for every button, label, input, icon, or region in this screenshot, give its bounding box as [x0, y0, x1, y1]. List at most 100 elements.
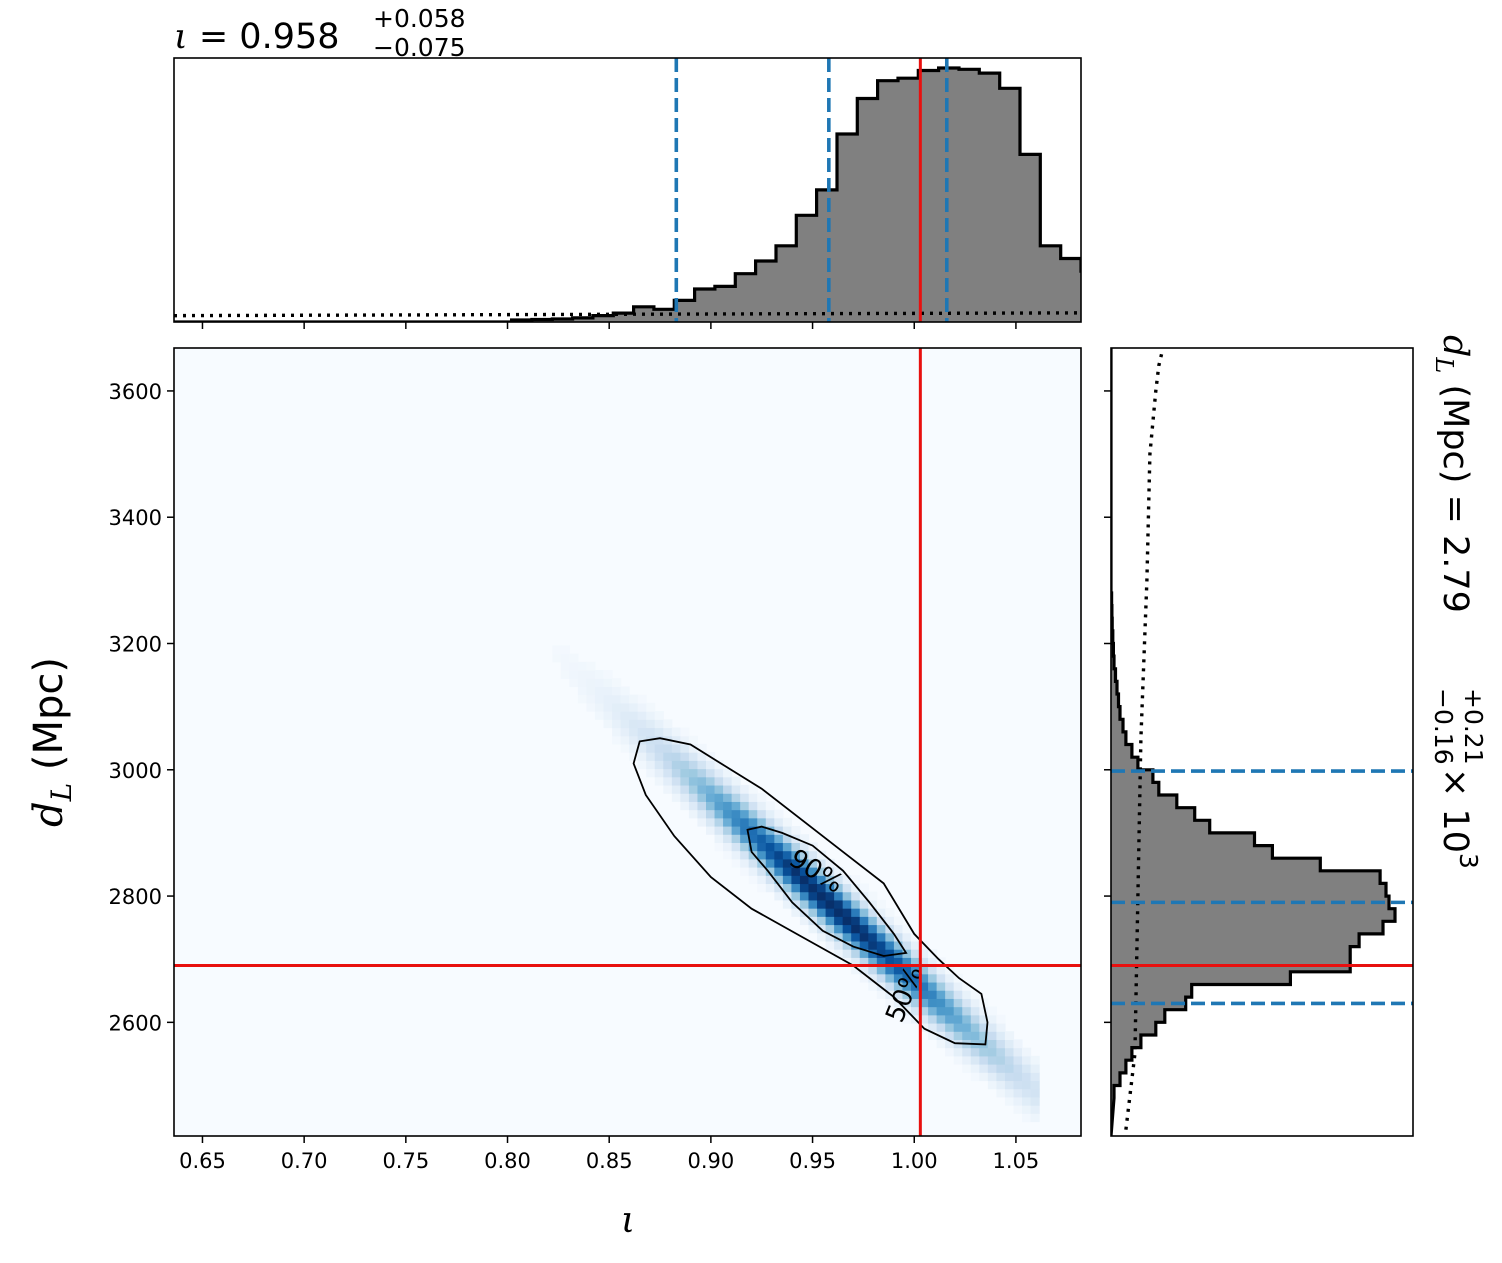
density-cell: [996, 1047, 1006, 1057]
density-cell: [842, 916, 852, 926]
density-cell: [757, 875, 767, 885]
density-cell: [748, 867, 758, 876]
density-cell: [1004, 1064, 1015, 1073]
density-cell: [757, 809, 767, 819]
density-cell: [654, 711, 664, 720]
density-cell: [748, 842, 758, 852]
density-cell: [928, 1014, 938, 1024]
density-cell: [979, 1031, 989, 1040]
density-cell: [765, 875, 775, 885]
density-cell: [962, 1055, 972, 1065]
density-cell: [586, 686, 596, 696]
density-cell: [902, 981, 912, 991]
density-cell: [885, 908, 895, 917]
density-cell: [560, 653, 570, 663]
contour-50-line: [746, 825, 908, 957]
density-cell: [851, 891, 861, 901]
density-cell: [740, 834, 750, 843]
density-cell: [859, 916, 869, 926]
density-cell: [868, 908, 878, 917]
density-cell: [859, 908, 869, 917]
density-cell: [953, 981, 963, 991]
density-cell: [782, 817, 793, 827]
density-cell: [637, 694, 647, 704]
density-cell: [817, 932, 827, 942]
density-cell: [868, 965, 878, 975]
density-cell: [799, 908, 810, 917]
density-cell: [782, 867, 793, 876]
density-cell: [706, 793, 716, 802]
density-cell: [603, 678, 613, 688]
density-cell: [748, 858, 758, 868]
density-cell: [808, 867, 818, 876]
density-cell: [671, 760, 681, 770]
density-cell: [740, 842, 750, 852]
density-cell: [919, 1014, 929, 1024]
density-cell: [996, 1014, 1006, 1024]
density-cell: [577, 694, 588, 704]
density-cell: [586, 661, 596, 671]
density-cell: [697, 801, 707, 811]
density-cell: [774, 834, 784, 843]
density-cell: [680, 760, 690, 770]
density-cell: [663, 752, 673, 761]
x-tick-label: 0.65: [179, 1149, 226, 1173]
contour-90-line: [632, 737, 989, 1046]
density-cell: [714, 825, 724, 835]
right-title-lower-error: −0.16: [1429, 688, 1458, 765]
density-cell: [1030, 1080, 1040, 1090]
density-cell: [663, 727, 673, 737]
y-tick-label: 3200: [109, 633, 162, 657]
density-cell: [996, 1072, 1006, 1082]
density-cell: [902, 965, 912, 975]
density-cell: [902, 940, 912, 950]
density-cell: [1004, 1055, 1015, 1065]
density-cell: [885, 973, 895, 983]
density-cell: [569, 661, 579, 671]
density-cell: [987, 1072, 997, 1082]
density-cell: [782, 850, 793, 860]
density-cell: [577, 686, 588, 696]
top-title-value: = 0.958: [188, 17, 340, 57]
density-cell: [893, 940, 904, 950]
density-cell: [1013, 1080, 1023, 1090]
density-cell: [774, 817, 784, 827]
density-cell: [706, 809, 716, 819]
density-cell: [987, 1047, 997, 1057]
density-cell: [637, 719, 647, 729]
density-cell: [962, 998, 972, 1008]
density-cell: [936, 998, 946, 1008]
density-cell: [1022, 1047, 1032, 1057]
x-tick-label: 0.70: [281, 1149, 328, 1173]
density-cell: [765, 834, 775, 843]
density-cell: [902, 990, 912, 999]
density-cell: [706, 825, 716, 835]
density-cell: [970, 1022, 980, 1032]
density-cell: [620, 686, 630, 696]
density-cell: [885, 932, 895, 942]
density-cell: [723, 793, 733, 802]
density-cell: [646, 760, 656, 770]
density-cell: [817, 858, 827, 868]
density-cell: [782, 842, 793, 852]
density-cell: [757, 883, 767, 893]
density-cell: [774, 891, 784, 901]
density-cell: [671, 752, 681, 761]
density-cell: [697, 817, 707, 827]
density-cell: [594, 702, 605, 712]
density-cell: [987, 1022, 997, 1032]
density-cell: [1022, 1113, 1032, 1123]
density-cell: [817, 875, 827, 885]
density-cell: [825, 883, 835, 893]
density-cell: [842, 891, 852, 901]
density-cell: [774, 867, 784, 876]
density-cell: [697, 752, 707, 761]
density-cell: [885, 957, 895, 967]
density-cell: [876, 899, 886, 909]
density-cell: [868, 940, 878, 950]
density-cell: [654, 768, 664, 778]
density-cell: [876, 949, 886, 958]
density-cell: [919, 957, 929, 967]
density-cell: [928, 1006, 938, 1016]
density-cell: [834, 908, 844, 917]
